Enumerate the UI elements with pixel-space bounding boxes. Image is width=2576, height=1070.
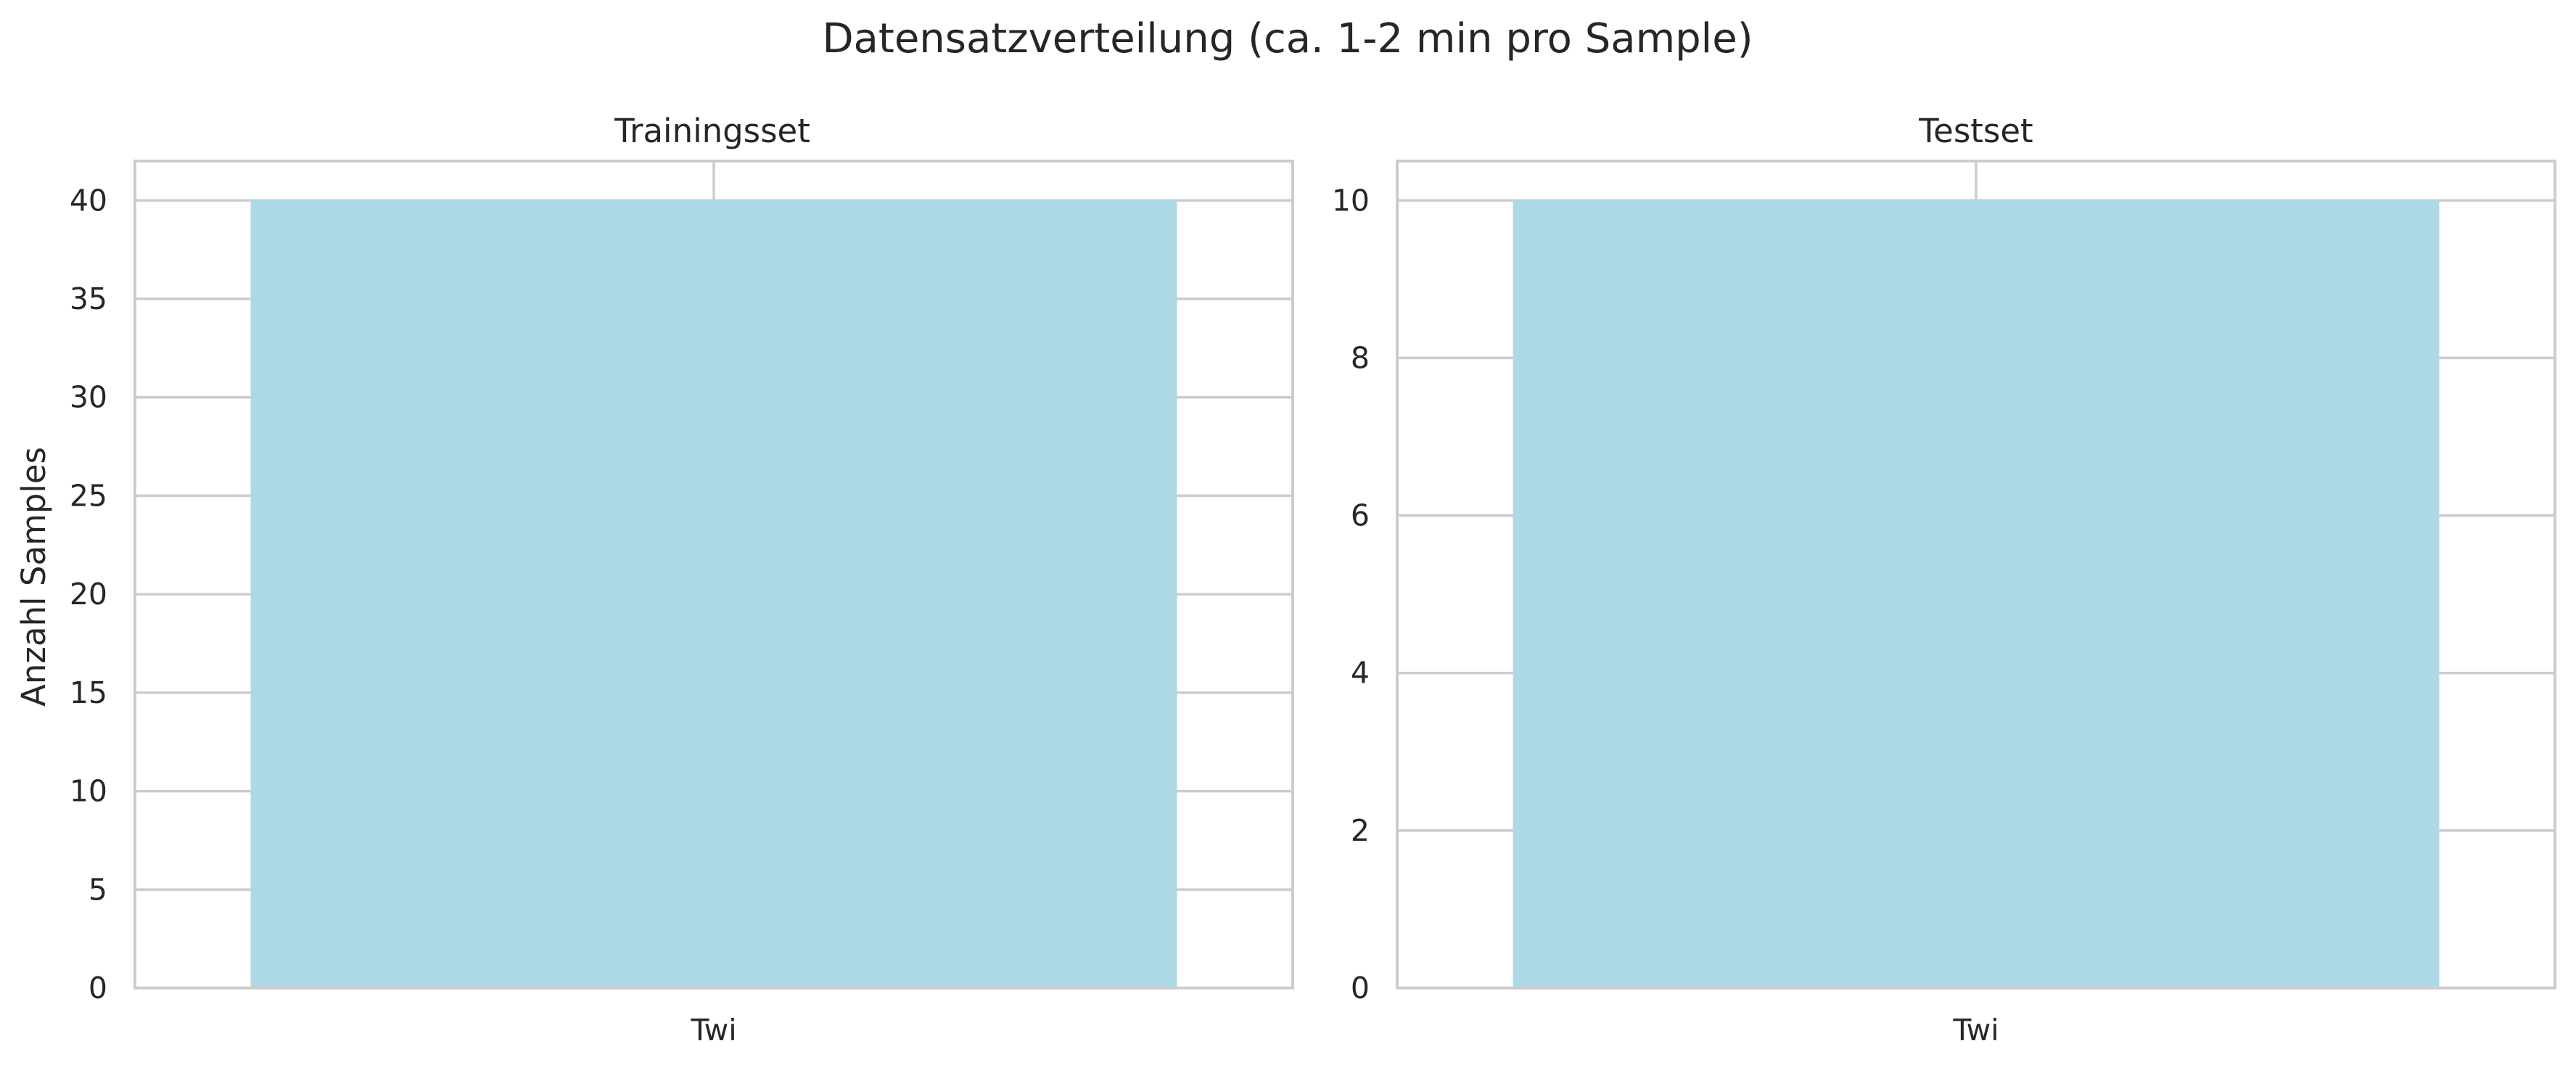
bar-trainingsset-twi [250, 200, 1177, 989]
y-tick-label: 6 [1351, 498, 1370, 533]
y-tick-label: 2 [1351, 813, 1370, 848]
y-tick-label: 10 [1332, 183, 1370, 218]
y-tick-label: 4 [1351, 656, 1370, 691]
chart-title-trainingsset: Trainingsset [614, 112, 810, 150]
y-tick-label: 35 [70, 281, 107, 316]
plot-frame-testset [1396, 160, 2556, 989]
x-tick-label: Twi [1952, 1013, 1999, 1048]
y-tick-label: 40 [70, 183, 107, 218]
y-tick-label: 20 [70, 577, 107, 612]
y-tick-label: 10 [70, 774, 107, 809]
y-tick-label: 25 [70, 478, 107, 513]
x-tick-label: Twi [690, 1013, 736, 1048]
y-tick-label: 0 [1351, 971, 1370, 1005]
y-tick-label: 0 [89, 971, 107, 1005]
y-tick-label: 8 [1351, 340, 1370, 375]
plot-frame-trainingsset [133, 160, 1294, 989]
chart-title-testset: Testset [1918, 112, 2033, 150]
chart-trainingsset: Trainingsset Anzahl Samples 0 5 10 15 20 25 30… [15, 112, 1294, 1048]
y-tick-label: 5 [89, 872, 107, 907]
figure-title: Datensatzverteilung (ca. 1-2 min pro Sam… [822, 15, 1753, 62]
y-tick-label: 30 [70, 380, 107, 415]
y-tick-label: 15 [70, 675, 107, 710]
bar-testset-twi [1513, 200, 2440, 989]
y-axis-label: Anzahl Samples [15, 447, 53, 707]
chart-testset: Testset 0 2 4 6 8 10 Twi [1332, 112, 2556, 1048]
